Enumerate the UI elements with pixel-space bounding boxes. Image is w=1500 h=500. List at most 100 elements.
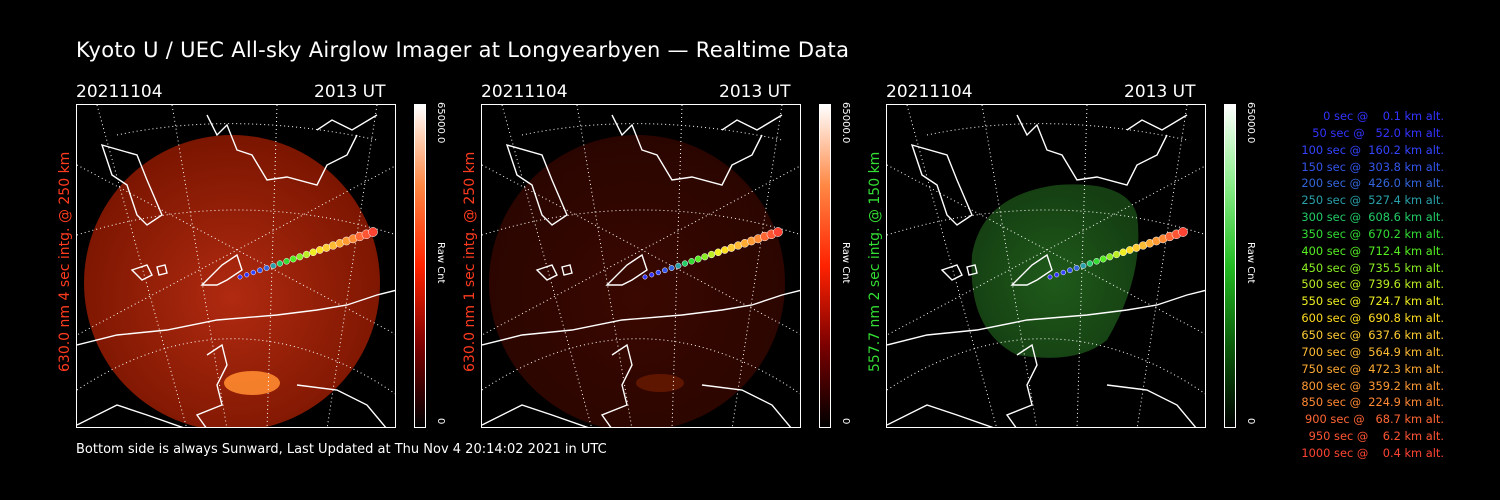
footer-status: Bottom side is always Sunward, Last Upda… [76,442,607,457]
panel-3-cbar-unit: Raw Cnt [1245,242,1256,284]
coastline [910,143,973,226]
grid-line [77,165,395,336]
trajectory-marker [1073,265,1080,271]
panel-3-cbar-max: 65000.0 [1245,102,1256,144]
grid-line [576,105,633,427]
panel-2-allsky-image [481,104,801,428]
coastline [887,404,994,427]
panel-3-allsky-image [886,104,1206,428]
trajectory-marker [276,260,284,267]
trajectory-marker [289,255,297,263]
coastline [605,253,648,286]
trajectory-marker [649,272,655,278]
coastline [100,143,163,226]
trajectory-marker [675,262,682,269]
trajectory-marker [1119,248,1127,257]
sky-disc [489,135,785,427]
legend-row: 300 sec @ 608.6 km alt. [1301,210,1444,225]
coastline [600,343,633,427]
coastline [296,384,387,427]
coastline [535,264,573,281]
trajectory-marker [655,269,661,276]
trajectory-legend: 0 sec @ 0.1 km alt. 50 sec @ 52.0 km alt.… [1262,108,1444,462]
panel-3-cbar-min: 0 [1245,418,1256,425]
coastline [721,114,783,131]
coastline [482,404,589,427]
trajectory-marker [773,227,783,237]
legend-row: 800 sec @ 359.2 km alt. [1301,378,1444,393]
panel-1-allsky-image [76,104,396,428]
trajectory-marker [368,227,378,237]
legend-row: 850 sec @ 224.9 km alt. [1301,395,1444,410]
legend-row: 150 sec @ 303.8 km alt. [1301,159,1444,174]
coastline [1126,114,1188,131]
trajectory-marker [1086,260,1094,267]
panel-2-cbar-unit: Raw Cnt [840,242,851,284]
trajectory-marker [1178,227,1188,237]
trajectory-marker [1112,250,1121,259]
panel-3-time: 2013 UT [1124,82,1196,102]
trajectory-marker [309,248,317,257]
panel-3-colorbar [1224,104,1236,428]
grid-line [171,105,228,427]
panel-1-date: 20211104 [76,82,163,102]
coastline [77,404,184,427]
aurora-patch [224,371,280,395]
page-title: Kyoto U / UEC All-sky Airglow Imager at … [76,38,850,62]
legend-row: 100 sec @ 160.2 km alt. [1301,142,1444,157]
panel-2-date: 20211104 [481,82,568,102]
trajectory-marker [1067,267,1073,274]
coastline [1005,343,1038,427]
legend-row: 900 sec @ 68.7 km alt. [1305,412,1444,427]
panel-1-cbar-unit: Raw Cnt [435,242,446,284]
coastline [316,114,378,131]
grid-arc [887,338,1205,395]
trajectory-marker [1047,274,1053,280]
trajectory-marker [707,250,716,259]
trajectory-marker [642,274,648,280]
sky-disc [971,184,1139,358]
coastline [206,114,358,186]
legend-row: 700 sec @ 564.9 km alt. [1301,344,1444,359]
panel-3-date: 20211104 [886,82,973,102]
aurora-patch [636,374,684,392]
panel-2-colorbar [819,104,831,428]
coastline [887,289,1205,346]
legend-row: 750 sec @ 472.3 km alt. [1301,361,1444,376]
coastline [482,289,800,346]
legend-row: 450 sec @ 735.5 km alt. [1301,260,1444,275]
coastline [1010,253,1053,286]
legend-row: 0 sec @ 0.1 km alt. [1323,109,1444,123]
trajectory-marker [1054,272,1060,278]
trajectory-marker [1099,255,1107,263]
grid-line [887,165,1205,336]
panel-1-colorbar [414,104,426,428]
trajectory-marker [720,246,729,254]
trajectory-marker [688,258,695,265]
grid-arc [77,338,395,395]
trajectory-marker [1093,258,1100,265]
legend-row: 400 sec @ 712.4 km alt. [1301,243,1444,258]
grid-line [1136,105,1188,427]
trajectory-marker [283,258,290,265]
legend-row: 650 sec @ 637.6 km alt. [1301,327,1444,342]
coastline [611,114,763,186]
panel-1-cbar-min: 0 [435,418,446,425]
grid-line [482,165,800,336]
legend-row: 250 sec @ 527.4 km alt. [1301,193,1444,208]
trajectory-marker [1060,269,1066,276]
panel-1-time: 2013 UT [314,82,386,102]
trajectory-marker [263,265,270,271]
grid-arc [926,123,1188,141]
trajectory-marker [1106,253,1114,261]
coastline [77,289,395,346]
coastline [701,384,792,427]
trajectory-marker [1125,246,1134,254]
panel-1-side-label: 630.0 nm 4 sec intg. @ 250 km [57,151,73,372]
panel-2-cbar-min: 0 [840,418,851,425]
coastline [505,143,568,226]
grid-line [981,105,1038,427]
panel-2-side-label: 630.0 nm 1 sec intg. @ 250 km [462,151,478,372]
legend-row: 50 sec @ 52.0 km alt. [1312,125,1444,140]
trajectory-marker [681,260,689,267]
